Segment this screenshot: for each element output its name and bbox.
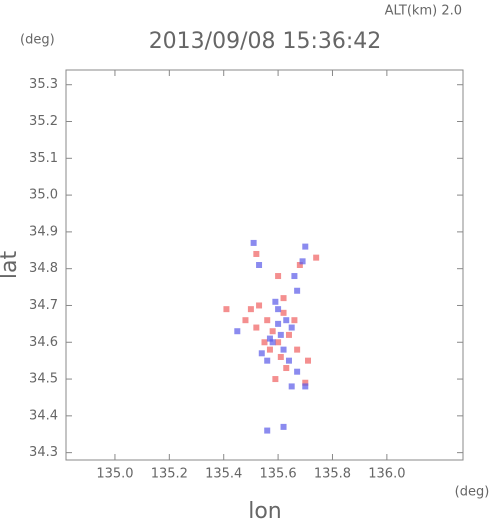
x-tick-label: 135.2 — [151, 467, 188, 482]
chart-title: 2013/09/08 15:36:42 — [149, 29, 382, 54]
y-tick-label: 34.9 — [29, 224, 58, 239]
data-point — [280, 309, 287, 316]
data-point — [277, 353, 284, 360]
data-point — [266, 335, 273, 342]
data-point — [277, 331, 284, 338]
data-point — [283, 365, 290, 372]
data-point — [288, 383, 295, 390]
data-point — [256, 262, 263, 268]
data-point — [247, 306, 254, 313]
data-point — [264, 317, 271, 324]
y-tick-label: 35.0 — [29, 188, 58, 203]
y-tick-label: 35.1 — [29, 151, 58, 166]
data-point — [280, 346, 287, 353]
y-tick-label: 34.8 — [29, 261, 58, 276]
data-point — [272, 298, 279, 305]
data-point — [305, 357, 312, 364]
data-point — [275, 273, 282, 280]
plot-frame — [65, 69, 464, 461]
y-tick-label: 35.3 — [29, 77, 58, 92]
data-point — [294, 287, 301, 294]
data-point — [299, 258, 306, 265]
data-point — [296, 262, 303, 268]
x-tick-label: 136.0 — [368, 467, 405, 482]
y-tick-label: 35.2 — [29, 114, 58, 129]
data-point — [272, 376, 279, 383]
y-tick-label: 34.6 — [29, 335, 58, 350]
x-tick-label: 135.0 — [96, 467, 133, 482]
data-point — [302, 379, 309, 386]
data-point — [294, 346, 301, 353]
data-point — [223, 306, 230, 313]
data-point — [256, 302, 263, 309]
data-point — [285, 357, 292, 364]
data-point — [266, 346, 273, 353]
data-point — [253, 250, 260, 257]
x-tick-label: 135.6 — [259, 467, 296, 482]
data-point — [280, 423, 287, 430]
x-axis-label: lon — [248, 499, 282, 521]
x-tick-label: 135.4 — [205, 467, 242, 482]
data-point — [294, 368, 301, 375]
data-point — [261, 339, 268, 346]
data-point — [234, 328, 241, 335]
data-point — [275, 320, 282, 327]
data-point — [250, 239, 257, 246]
x-unit: (deg) — [455, 485, 490, 500]
data-point — [258, 350, 265, 357]
annotation: ALT(km) 2.0 — [385, 4, 462, 19]
data-point — [291, 273, 298, 280]
y-axis-label: lat — [0, 251, 22, 280]
data-point — [275, 306, 282, 313]
data-point — [264, 357, 271, 364]
x-tick-label: 135.8 — [314, 467, 351, 482]
y-tick-label: 34.5 — [29, 372, 58, 387]
data-point — [242, 317, 249, 324]
y-tick-label: 34.4 — [29, 408, 58, 423]
data-point — [313, 254, 320, 261]
data-point — [302, 243, 309, 250]
data-point — [302, 383, 309, 390]
data-point — [291, 317, 298, 324]
y-unit: (deg) — [20, 33, 55, 48]
data-point — [283, 317, 290, 324]
y-tick-label: 34.7 — [29, 298, 58, 313]
data-point — [269, 339, 276, 346]
data-point — [285, 331, 292, 338]
data-point — [264, 427, 271, 434]
data-point — [275, 339, 282, 346]
data-point — [253, 324, 260, 331]
data-point — [288, 324, 295, 331]
data-point — [280, 295, 287, 302]
data-point — [269, 328, 276, 335]
y-tick-label: 34.3 — [29, 445, 58, 460]
